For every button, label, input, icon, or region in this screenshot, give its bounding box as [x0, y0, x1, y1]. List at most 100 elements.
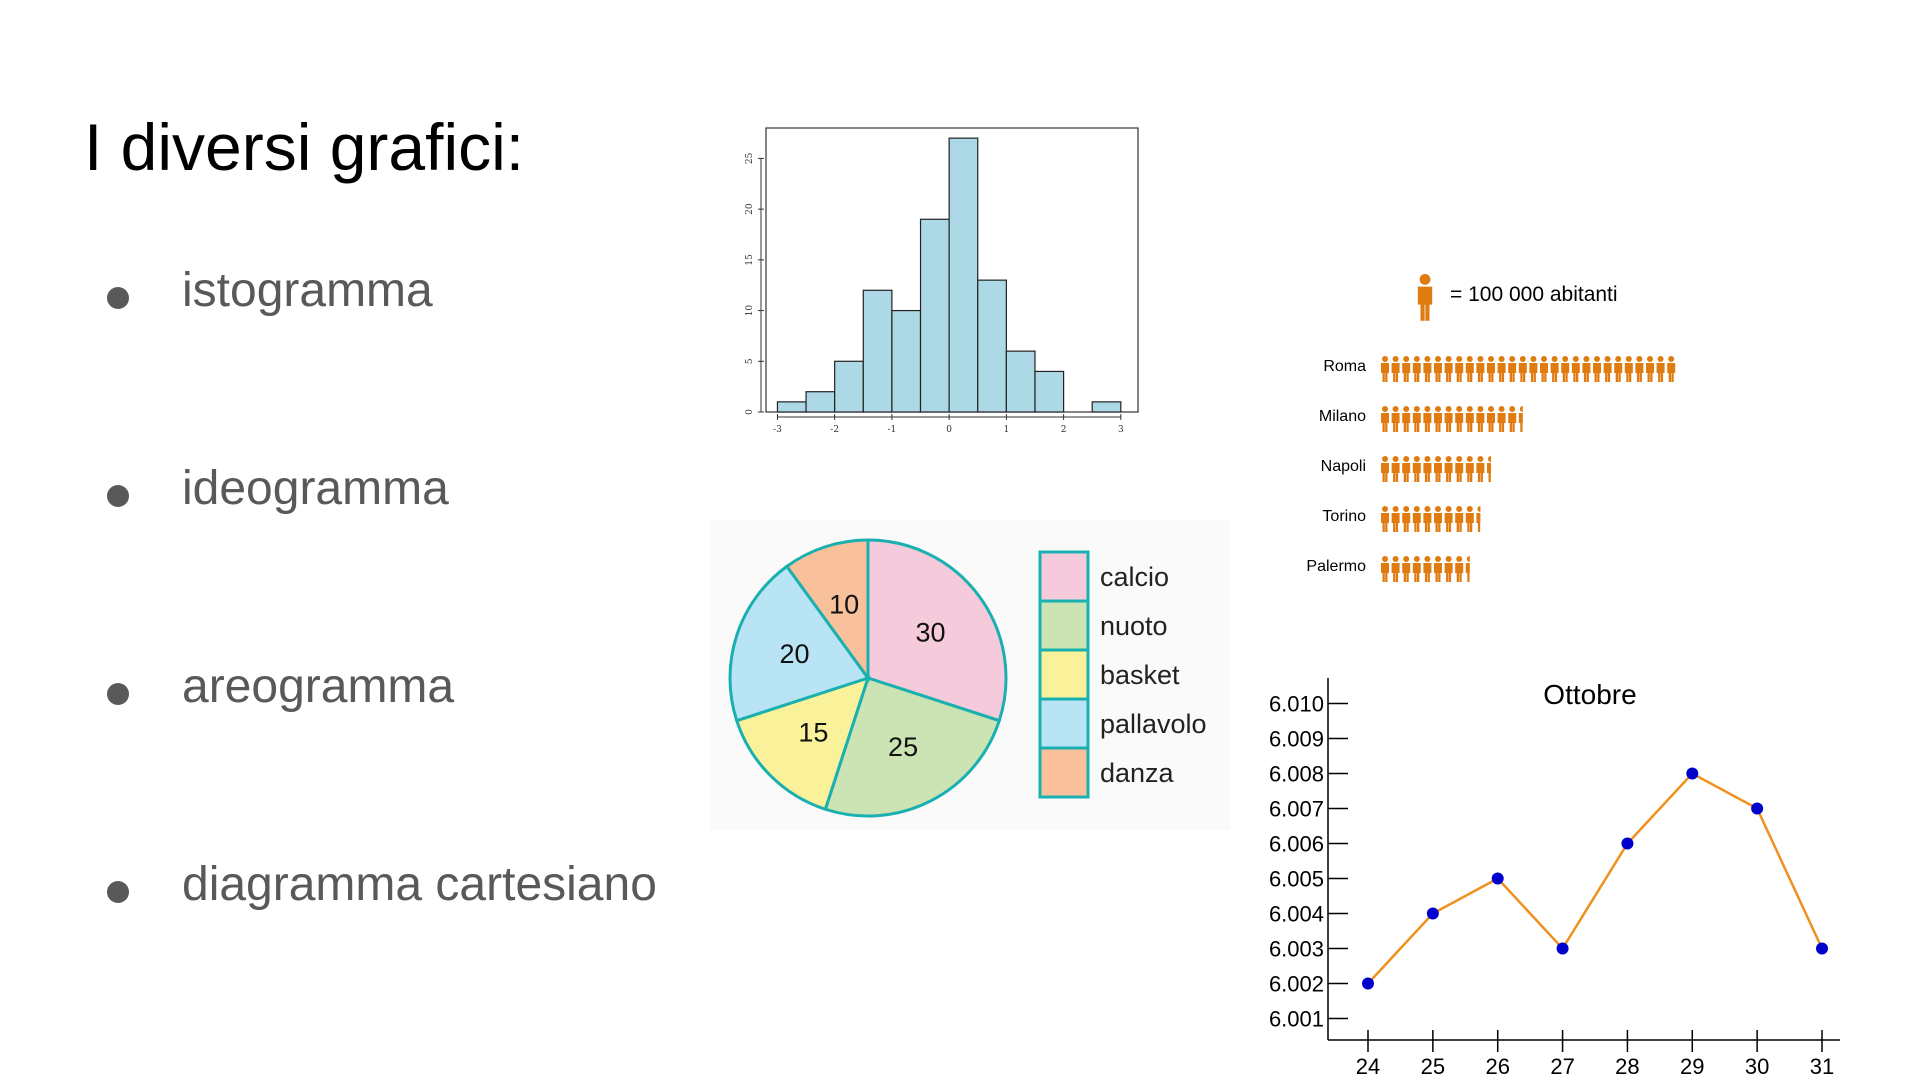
- line-chart-title: Ottobre: [1543, 679, 1636, 710]
- line-x-tick-label: 26: [1485, 1054, 1509, 1079]
- person-body: [1391, 563, 1400, 582]
- line-x-tick-label: 29: [1680, 1054, 1704, 1079]
- person-icon: [1402, 356, 1411, 382]
- person-body: [1444, 463, 1453, 482]
- person-icon: [1444, 506, 1453, 532]
- person-body: [1635, 363, 1644, 382]
- person-head: [1625, 356, 1632, 362]
- person-body: [1465, 513, 1474, 532]
- person-icon: [1487, 406, 1495, 432]
- person-body: [1412, 463, 1421, 482]
- pie-legend-swatch: [1038, 599, 1090, 652]
- person-legend-icon: [1417, 274, 1433, 321]
- pie-legend-label: basket: [1100, 660, 1180, 690]
- person-icon: [1381, 456, 1389, 482]
- line-point: [1556, 942, 1569, 955]
- person-head: [1392, 356, 1399, 362]
- person-icon: [1465, 456, 1474, 482]
- line-y-tick-label: 6.008: [1269, 762, 1324, 787]
- person-body: [1391, 513, 1400, 532]
- person-head: [1445, 356, 1452, 362]
- person-body: [1412, 513, 1421, 532]
- person-partial-group: [1465, 556, 1470, 582]
- pie-slice-label: 15: [798, 718, 828, 748]
- person-head: [1435, 506, 1441, 512]
- person-body: [1561, 363, 1570, 382]
- person-body: [1391, 463, 1400, 482]
- line-point: [1362, 977, 1374, 990]
- person-head: [1382, 356, 1388, 362]
- hist-x-tick-label: -1: [888, 425, 897, 435]
- person-head: [1435, 456, 1441, 462]
- person-icon: [1667, 356, 1676, 382]
- person-head: [1647, 356, 1653, 362]
- person-body: [1423, 563, 1432, 582]
- person-body: [1487, 413, 1495, 432]
- person-icon: [1402, 406, 1411, 432]
- person-icon: [1455, 456, 1464, 482]
- person-icon: [1455, 406, 1464, 432]
- pie-legend-label: danza: [1100, 758, 1175, 788]
- person-head: [1477, 406, 1484, 412]
- pie-legend-swatch: [1038, 550, 1090, 603]
- person-body: [1444, 413, 1453, 432]
- person-icon: [1571, 356, 1580, 382]
- hist-y-tick-label: 20: [745, 203, 755, 215]
- person-body: [1465, 563, 1470, 582]
- pie-slice: [784, 538, 870, 683]
- bullet-label: diagramma cartesiano: [182, 858, 657, 911]
- person-head: [1488, 456, 1491, 462]
- person-body: [1465, 363, 1474, 382]
- person-icon: [1550, 356, 1559, 382]
- hist-bar: [1005, 350, 1036, 413]
- person-head: [1615, 356, 1622, 362]
- person-body: [1487, 463, 1491, 482]
- person-body: [1402, 363, 1411, 382]
- person-icon: [1444, 456, 1453, 482]
- person-body: [1529, 363, 1538, 382]
- person-head: [1403, 506, 1410, 512]
- person-head: [1424, 506, 1431, 512]
- line-x-tick-label: 30: [1745, 1054, 1769, 1079]
- person-head: [1382, 556, 1388, 562]
- histogram-chart: -3 -2 -1 0 1 2 3 0 5 10 15 20 25: [745, 127, 1139, 435]
- person-body: [1518, 363, 1527, 382]
- pictogram-chart: = 100 000 abitanti Roma Milano Napoli Torino…: [1306, 274, 1676, 582]
- person-head: [1424, 356, 1431, 362]
- person-body: [1402, 463, 1411, 482]
- pictogram-city-label: Roma: [1323, 358, 1366, 375]
- bullet-dot-icon: [107, 287, 129, 309]
- line-y-tick-label: 6.004: [1269, 902, 1324, 927]
- person-body: [1417, 286, 1433, 321]
- slide-title: I diversi grafici:: [84, 110, 525, 184]
- person-body: [1434, 463, 1442, 482]
- pie-legend-label: nuoto: [1100, 611, 1168, 641]
- person-icon: [1518, 406, 1523, 432]
- person-body: [1487, 363, 1495, 382]
- person-head: [1424, 406, 1431, 412]
- person-body: [1518, 413, 1523, 432]
- person-head: [1456, 556, 1463, 562]
- person-body: [1391, 413, 1400, 432]
- person-body: [1381, 563, 1389, 582]
- person-head: [1392, 506, 1399, 512]
- person-head: [1498, 356, 1505, 362]
- pie-slice: [866, 538, 1008, 723]
- line-x-tick-label: 31: [1810, 1054, 1834, 1079]
- person-head: [1403, 456, 1410, 462]
- line-x-tick-label: 24: [1356, 1054, 1380, 1079]
- person-head: [1392, 456, 1399, 462]
- person-body: [1540, 363, 1548, 382]
- person-icon: [1434, 456, 1442, 482]
- person-icon: [1391, 356, 1400, 382]
- person-head: [1456, 456, 1463, 462]
- line-chart: Ottobre 6.001 6.002 6.003 6.004 6.005 6.006 6.0…: [1269, 678, 1840, 1079]
- line-point: [1621, 837, 1634, 850]
- person-icon: [1540, 356, 1548, 382]
- pictogram-city-label: Palermo: [1306, 558, 1366, 575]
- person-body: [1412, 563, 1421, 582]
- person-head: [1657, 356, 1664, 362]
- line-y-tick-label: 6.001: [1269, 1007, 1324, 1032]
- pie-slice-label: 25: [888, 732, 918, 762]
- person-head: [1424, 456, 1431, 462]
